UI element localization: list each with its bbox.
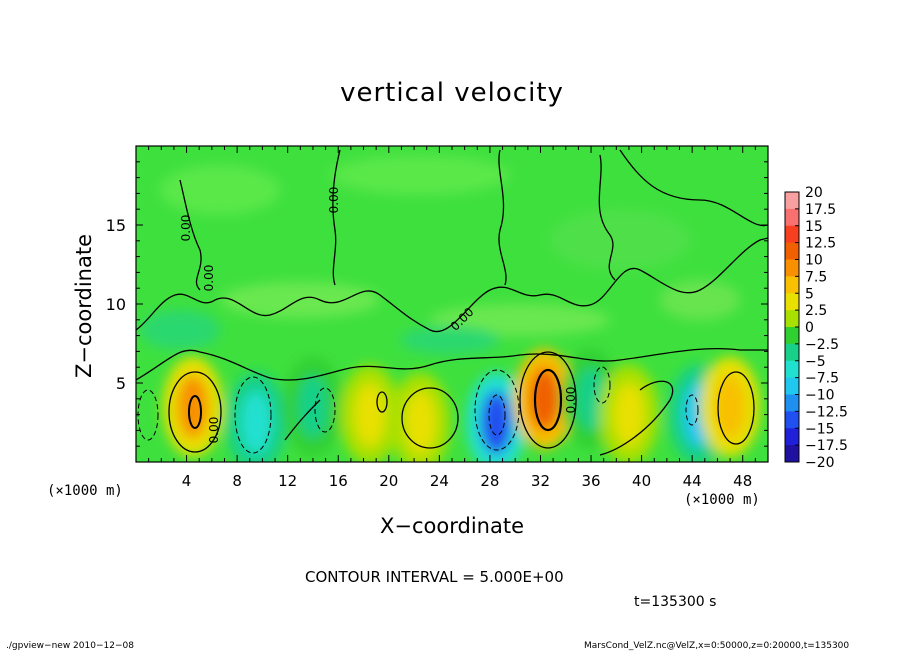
colorbar-segment	[785, 293, 799, 311]
contour-zero-e	[619, 149, 768, 227]
colorbar-label: −7.5	[805, 371, 839, 387]
contour-cells	[168, 351, 755, 456]
contour-zero-a	[179, 179, 202, 291]
contour-zero-c	[498, 149, 507, 286]
x-axis: 4 8 12 16 20 24 28 32 36 40 44 48	[148, 146, 756, 490]
y-axis: 5 10 15	[106, 161, 768, 447]
cell-core	[177, 375, 209, 439]
cell-core	[613, 383, 645, 447]
y-tick-label: 10	[106, 295, 126, 314]
y-axis-label: Z−coordinate	[72, 234, 96, 378]
colorbar-segment	[785, 327, 799, 345]
x-tick-label: 24	[430, 472, 449, 490]
colorbar-segment	[785, 259, 799, 277]
colorbar-segment	[785, 225, 799, 244]
x-tick-label: 36	[581, 472, 600, 490]
contour-zero-b	[332, 149, 341, 286]
cell-core	[575, 367, 607, 431]
colorbar-segment	[785, 310, 799, 328]
colorbar-label: 0	[805, 320, 814, 336]
colorbar-segment	[785, 276, 799, 294]
x-tick-label: 4	[182, 472, 192, 490]
colorbar-label: −12.5	[805, 404, 848, 420]
contour-zero-low	[136, 348, 768, 381]
cell-core	[405, 391, 436, 454]
contour-zero-mid	[136, 237, 768, 333]
contour-label: 0.00	[179, 215, 193, 242]
colorbar-label: −5	[805, 354, 826, 370]
x-tick-label: 44	[683, 472, 702, 490]
colorbar-segment	[785, 192, 799, 210]
colorbar: 2017.51512.5107.552.50−2.5−5−7.5−10−12.5…	[784, 185, 848, 471]
x-tick-label: 28	[480, 472, 499, 490]
colorbar-segment	[785, 360, 799, 379]
colorbar-segment	[785, 394, 799, 412]
colorbar-label: 5	[805, 286, 814, 302]
colorbar-label: 17.5	[805, 202, 836, 218]
x-tick-label: 20	[379, 472, 398, 490]
contour-interval: CONTOUR INTERVAL = 5.000E+00	[305, 568, 564, 586]
x-tick-label: 40	[632, 472, 651, 490]
contour-label: 0.00	[207, 417, 221, 444]
cell-core	[240, 391, 272, 454]
colorbar-label: 2.5	[805, 303, 827, 319]
x-axis-label: X−coordinate	[380, 514, 524, 538]
colorbar-label: 15	[805, 219, 823, 235]
colorbar-segment	[785, 428, 799, 446]
heatmap-field	[136, 146, 768, 462]
contour-label: 0.00	[327, 187, 341, 214]
colorbar-segment	[785, 411, 799, 429]
colorbar-segment	[785, 208, 799, 227]
colorbar-label: −17.5	[805, 438, 848, 454]
colorbar-segment	[785, 343, 799, 362]
x-tick-label: 48	[733, 472, 752, 490]
colorbar-label: −2.5	[805, 337, 839, 353]
y-tick-label: 15	[106, 216, 126, 235]
x-tick-label: 8	[232, 472, 242, 490]
colorbar-label: −20	[805, 455, 835, 471]
y-tick-label: 5	[116, 374, 126, 393]
chart-title: vertical velocity	[340, 78, 564, 108]
contour-lines	[136, 149, 768, 381]
footer-right: MarsCond_VelZ.nc@VelZ,x=0:50000,z=0:2000…	[584, 641, 850, 651]
colorbar-label: −15	[805, 421, 835, 437]
contour-zero-d	[598, 154, 616, 281]
colorbar-segment	[785, 445, 799, 463]
colorbar-label: −10	[805, 388, 835, 404]
upper-field-texture	[140, 155, 740, 354]
colorbar-label: 20	[805, 185, 823, 201]
colorbar-label: 7.5	[805, 269, 827, 285]
x-unit-left: (×1000 m)	[47, 483, 123, 499]
colorbar-label: 12.5	[805, 236, 836, 252]
contour-label: 0.00	[202, 265, 216, 292]
colorbar-label: 10	[805, 253, 823, 269]
colorbar-segment	[785, 377, 799, 395]
x-tick-label: 12	[278, 472, 297, 490]
contour-label: 0.00	[564, 387, 578, 414]
time-label: t=135300 s	[634, 594, 717, 610]
cell-core	[714, 375, 746, 439]
x-tick-label: 32	[531, 472, 550, 490]
colorbar-segment	[785, 242, 799, 260]
x-unit-right: (×1000 m)	[684, 492, 760, 508]
x-tick-label: 16	[329, 472, 348, 490]
footer-left: ./gpview−new 2010−12−08	[6, 641, 134, 651]
cell-core	[480, 391, 512, 454]
